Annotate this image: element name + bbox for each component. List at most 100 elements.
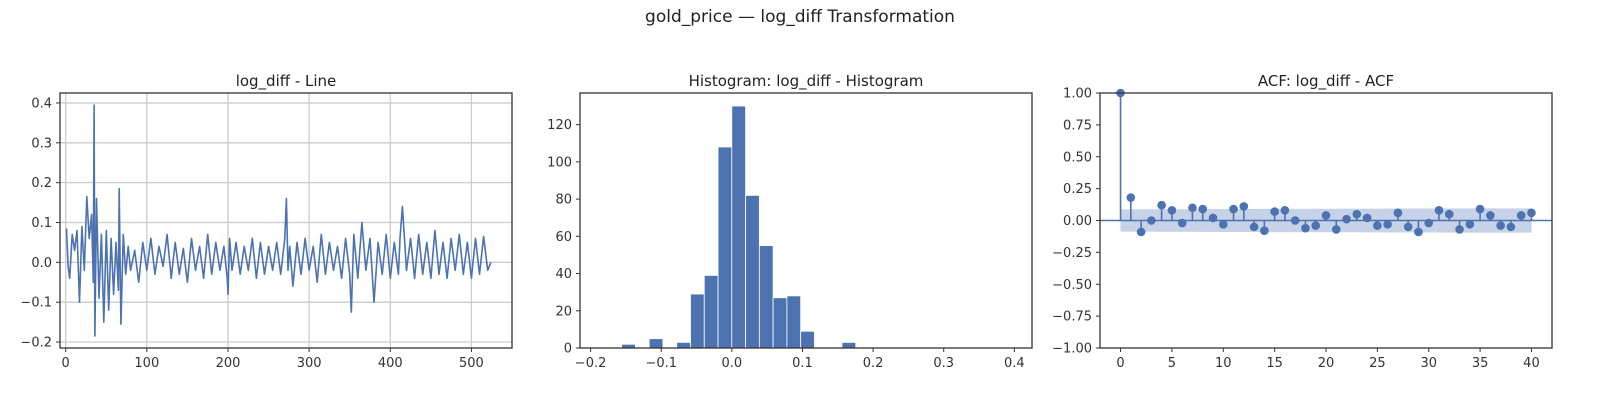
acf-ticks: 0 5 10 15 20 25 30 35 40 −1.00 −0.75 −0.50 −0.25 0.00… [1052, 87, 1540, 372]
acf-panel: ACF: log_diff - ACF 0 5 10 15 20 25 30 35 40 −1.0… [1052, 72, 1553, 372]
line-x-tick-label: 0 [62, 356, 70, 371]
histogram-x-tick-label: −0.1 [645, 356, 677, 371]
line-y-tick-label: 0.3 [31, 136, 52, 151]
acf-point [1383, 220, 1392, 229]
histogram-frame [579, 92, 1033, 349]
acf-point [1321, 211, 1331, 220]
histogram-x-tick-label: 0.1 [792, 356, 813, 371]
acf-y-tick-label: −1.00 [1052, 342, 1092, 357]
histogram-x-tick-label: 0.2 [863, 356, 884, 371]
histogram-x-tick-label: −0.2 [575, 356, 607, 371]
line-panel: log_diff - Line 0 100 200 300 400 500 −0.2 −0.1… [20, 72, 513, 371]
acf-point [1465, 220, 1475, 229]
acf-point [1424, 218, 1434, 228]
acf-point [1270, 207, 1279, 216]
acf-point [1496, 221, 1505, 230]
line-ticks: 0 100 200 300 400 500 −0.2 −0.1 0.0 0.1 0.2 0.3 0.4 [20, 96, 483, 371]
histogram-x-tick-label: 0.0 [722, 356, 743, 371]
line-grid [60, 93, 512, 348]
acf-point [1198, 204, 1208, 214]
acf-point [1331, 225, 1341, 234]
acf-x-tick-label: 20 [1318, 356, 1335, 371]
histogram-y-tick-label: 120 [547, 118, 572, 133]
acf-point [1527, 208, 1536, 218]
acf-point [1177, 218, 1187, 228]
acf-point [1352, 209, 1362, 219]
acf-point [1516, 211, 1526, 220]
acf-stems-group [1100, 88, 1552, 237]
acf-point [1167, 206, 1177, 215]
acf-y-tick-label: −0.75 [1052, 310, 1092, 325]
acf-point [1455, 225, 1464, 234]
histogram-bars-group [621, 105, 857, 349]
line-y-tick-label: 0.0 [31, 256, 52, 271]
line-y-tick-label: 0.2 [31, 176, 52, 191]
acf-y-tick-label: 0.00 [1063, 214, 1092, 229]
line-frame [59, 92, 513, 349]
histogram-y-tick-label: 40 [555, 267, 572, 282]
line-x-tick-label: 400 [378, 356, 403, 371]
histogram-bar [800, 330, 815, 349]
acf-point [1362, 213, 1372, 223]
acf-point [1475, 204, 1485, 214]
line-x-tick-label: 500 [459, 356, 484, 371]
line-series [65, 104, 492, 337]
histogram-y-tick-label: 0 [564, 342, 572, 357]
line-y-tick-label: 0.4 [31, 96, 52, 111]
acf-point [1444, 209, 1454, 219]
acf-point [1486, 211, 1495, 220]
histogram-bar [841, 342, 857, 349]
line-series-group [65, 104, 492, 337]
acf-frame [1099, 92, 1553, 349]
acf-y-tick-label: −0.50 [1052, 278, 1092, 293]
acf-x-tick-label: 35 [1472, 356, 1489, 371]
line-panel-title: log_diff - Line [236, 72, 337, 91]
acf-x-tick-label: 30 [1420, 356, 1437, 371]
histogram-y-tick-label: 60 [555, 230, 572, 245]
line-x-tick-label: 100 [134, 356, 159, 371]
histogram-bar [758, 245, 774, 349]
acf-point [1260, 226, 1269, 235]
acf-point [1403, 222, 1413, 232]
acf-y-tick-label: 0.50 [1063, 150, 1092, 165]
acf-point [1208, 213, 1218, 223]
acf-point [1239, 202, 1249, 211]
acf-point [1342, 214, 1351, 224]
histogram-y-tick-label: 100 [547, 155, 572, 170]
acf-point [1280, 206, 1290, 215]
acf-point [1218, 220, 1228, 229]
histogram-bar [648, 338, 664, 349]
line-y-tick-label: 0.1 [31, 216, 52, 231]
figure-title: gold_price — log_diff Transformation [645, 7, 955, 27]
acf-point [1136, 227, 1146, 237]
histogram-bar [772, 297, 788, 349]
histogram-bar [690, 293, 705, 349]
acf-point [1157, 200, 1166, 210]
acf-point [1249, 222, 1259, 232]
histogram-ticks: −0.2 −0.1 0.0 0.1 0.2 0.3 0.4 0 20 40 60 80 100 120 [547, 118, 1025, 371]
acf-point [1229, 204, 1238, 214]
acf-point [1506, 222, 1516, 232]
acf-x-tick-label: 10 [1215, 356, 1232, 371]
acf-y-tick-label: 0.25 [1063, 182, 1092, 197]
histogram-bar [703, 275, 719, 349]
line-x-tick-label: 200 [216, 356, 241, 371]
histogram-x-tick-label: 0.3 [933, 356, 954, 371]
acf-x-tick-label: 5 [1168, 356, 1176, 371]
acf-point [1393, 208, 1403, 218]
acf-y-tick-label: 1.00 [1063, 87, 1092, 102]
acf-point [1301, 223, 1310, 233]
line-y-tick-label: −0.2 [20, 336, 52, 351]
acf-point [1290, 216, 1300, 225]
acf-point [1414, 227, 1423, 237]
line-x-tick-label: 300 [297, 356, 322, 371]
histogram-bar [745, 194, 760, 349]
acf-y-tick-label: −0.25 [1052, 246, 1092, 261]
acf-point [1434, 206, 1444, 215]
acf-point [1373, 221, 1382, 230]
acf-point [1126, 193, 1136, 202]
acf-x-tick-label: 40 [1523, 356, 1540, 371]
histogram-bar [731, 105, 746, 349]
acf-point [1147, 216, 1156, 225]
